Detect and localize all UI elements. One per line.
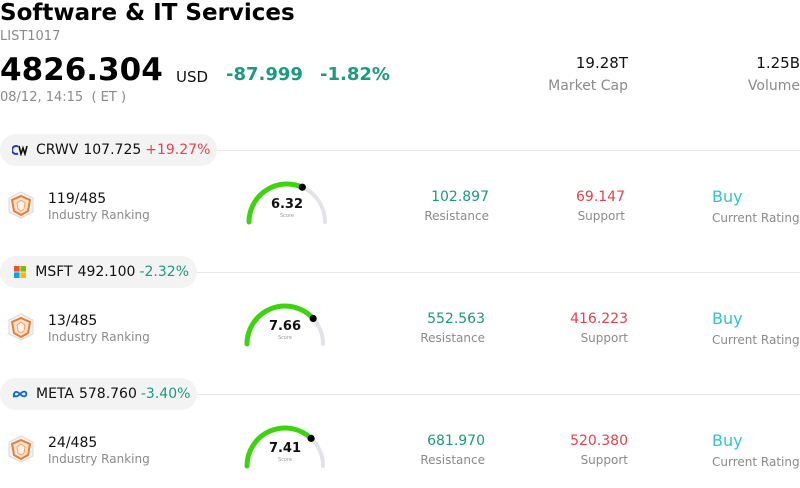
- row-divider: [0, 394, 800, 395]
- index-price: 4826.304: [0, 52, 163, 88]
- resistance-value: 681.970: [427, 433, 485, 449]
- current-rating-label: Current Rating: [712, 455, 800, 469]
- current-rating-label: Current Rating: [712, 211, 800, 225]
- industry-rank-value: 13/485: [48, 313, 98, 329]
- resistance-label: Resistance: [424, 209, 489, 223]
- support-label: Support: [577, 209, 625, 223]
- stock-price: 492.100: [77, 264, 136, 280]
- market-cap-label: Market Cap: [548, 78, 628, 94]
- support-value: 520.380: [570, 433, 628, 449]
- currency-label: USD: [176, 68, 209, 86]
- score-value: 7.66: [269, 319, 301, 334]
- current-rating-value[interactable]: Buy: [712, 309, 743, 328]
- microsoft-logo-icon: [12, 264, 27, 280]
- stock-change-percent: -2.32%: [139, 264, 189, 280]
- support-value: 69.147: [576, 189, 625, 205]
- stock-price: 578.760: [78, 386, 137, 402]
- ranking-shield-icon: [8, 191, 34, 219]
- score-gauge: 6.32 Score: [246, 181, 327, 225]
- industry-rank-label: Industry Ranking: [48, 452, 150, 466]
- industry-rank-value: 24/485: [48, 435, 98, 451]
- current-rating-value[interactable]: Buy: [712, 187, 743, 206]
- list-code: LIST1017: [0, 29, 61, 44]
- price-change-percent: -1.82%: [320, 64, 390, 85]
- score-gauge: 7.66 Score: [244, 303, 325, 347]
- industry-rank-label: Industry Ranking: [48, 330, 150, 344]
- row-divider: [0, 150, 800, 151]
- volume-value: 1.25B: [756, 54, 800, 72]
- support-label: Support: [580, 331, 628, 345]
- support-label: Support: [580, 453, 628, 467]
- timestamp: 08/12, 14:15 ( ET ): [0, 90, 127, 105]
- stock-pill[interactable]: CRWV 107.725 +19.27%: [0, 134, 217, 166]
- ranking-shield-icon: [8, 435, 34, 463]
- score-label: Score: [280, 213, 294, 219]
- stock-pill[interactable]: META 578.760 -3.40%: [0, 378, 197, 410]
- score-label: Score: [278, 335, 292, 341]
- ranking-shield-icon: [8, 313, 34, 341]
- volume-label: Volume: [747, 78, 800, 94]
- crwv-logo-icon: [12, 142, 28, 158]
- industry-rank-value: 119/485: [48, 191, 107, 207]
- page-title: Software & IT Services: [0, 0, 295, 26]
- resistance-label: Resistance: [420, 331, 485, 345]
- price-change: -87.999: [226, 64, 303, 85]
- stock-symbol: META: [36, 386, 74, 402]
- score-label: Score: [278, 457, 292, 463]
- stock-symbol: MSFT: [35, 264, 73, 280]
- resistance-value: 102.897: [431, 189, 489, 205]
- score-value: 7.41: [269, 441, 301, 456]
- stock-symbol: CRWV: [36, 142, 79, 158]
- market-cap-value: 19.28T: [575, 54, 628, 72]
- resistance-value: 552.563: [427, 311, 485, 327]
- score-gauge: 7.41 Score: [244, 425, 325, 469]
- score-value: 6.32: [271, 197, 303, 212]
- meta-logo-icon: [12, 386, 28, 402]
- industry-rank-label: Industry Ranking: [48, 208, 150, 222]
- row-divider: [0, 272, 800, 273]
- stock-change-percent: -3.40%: [140, 386, 191, 402]
- resistance-label: Resistance: [420, 453, 485, 467]
- stock-change-percent: +19.27%: [145, 142, 211, 158]
- support-value: 416.223: [570, 311, 628, 327]
- stock-pill[interactable]: MSFT 492.100 -2.32%: [0, 256, 197, 288]
- current-rating-value[interactable]: Buy: [712, 431, 743, 450]
- current-rating-label: Current Rating: [712, 333, 800, 347]
- stock-price: 107.725: [83, 142, 142, 158]
